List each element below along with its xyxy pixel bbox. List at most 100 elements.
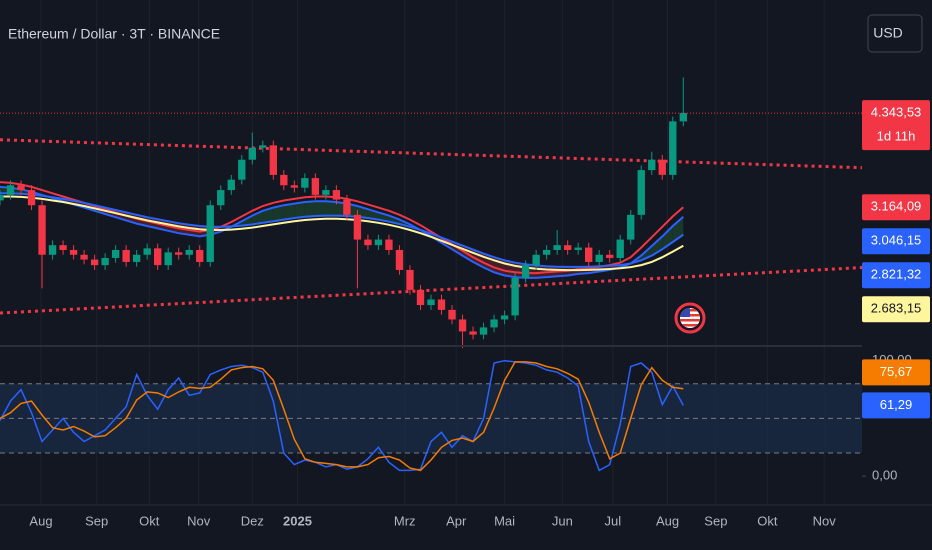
candle-body (563, 245, 572, 250)
candle-body (0, 194, 4, 201)
candle-body (69, 249, 78, 255)
candle-body (585, 247, 593, 262)
ma-badge-label: 2.821,32 (871, 267, 922, 282)
ma-line (0, 195, 684, 272)
x-tick-label: Mrz (394, 513, 416, 528)
candle-body (490, 319, 498, 328)
candle-body (59, 245, 67, 250)
x-tick-label: Sep (704, 513, 727, 528)
currency-button[interactable] (867, 14, 923, 53)
y-tick-label: 0,00 (872, 468, 897, 483)
candle-body (6, 185, 15, 195)
osc-badge-label: 61,29 (880, 397, 913, 412)
ma-badge-label: 3.164,09 (871, 199, 922, 214)
candle-body (280, 174, 288, 186)
oscillator-line (0, 359, 684, 472)
candle-body (238, 159, 246, 180)
candle-body (627, 214, 635, 240)
x-tick-label: 2025 (283, 513, 312, 528)
candle-body (143, 248, 151, 255)
candle-body (164, 252, 172, 266)
candle-body (427, 299, 435, 306)
candle-body (416, 289, 425, 306)
candle-body (395, 249, 404, 270)
candle-body (269, 145, 277, 175)
ma-badge (862, 262, 930, 289)
x-tick-label: Aug (29, 513, 52, 528)
candle-body (217, 190, 225, 206)
candle-body (154, 248, 162, 266)
x-tick-label: Dez (241, 513, 264, 528)
candle-body (374, 239, 383, 246)
x-tick-label: Nov (813, 513, 837, 528)
chart-title: Ethereum / Dollar · 3T · BINANCE (8, 26, 220, 42)
candle-body (448, 309, 456, 320)
candle-body (206, 205, 214, 262)
ribbon-fill (294, 202, 305, 219)
candle-body (196, 249, 204, 262)
ribbon-fill (325, 201, 337, 216)
x-tick-label: Nov (187, 513, 211, 528)
currency-label: USD (873, 25, 903, 41)
candle-body (542, 249, 551, 255)
ma-badge-label: 3.046,15 (871, 233, 922, 248)
ribbon-fill (283, 203, 295, 220)
oscillator-line (0, 361, 684, 472)
ma-line (0, 185, 684, 279)
candle-body (48, 245, 57, 255)
candle-body (479, 327, 488, 335)
candle-body (185, 249, 193, 255)
x-tick-label: Sep (85, 513, 108, 528)
price-badge-label: 4.343,53 (871, 105, 922, 120)
candle-body (322, 190, 330, 195)
ribbon-fill (273, 205, 284, 222)
osc-badge (862, 392, 930, 419)
candle-body (101, 257, 109, 266)
candle-body (80, 254, 88, 260)
flag (680, 308, 700, 328)
candle-body (606, 254, 614, 258)
ribbon-fill (304, 201, 316, 217)
x-tick-label: Aug (656, 513, 679, 528)
ribbon-fill (315, 201, 326, 217)
ma-badge-label: 2.683,15 (871, 301, 922, 316)
candle-body (500, 315, 509, 320)
candle-body (343, 199, 351, 215)
ma-badge (862, 296, 930, 323)
x-tick-label: Okt (139, 513, 160, 528)
candle-body (648, 159, 656, 171)
candle-body (595, 254, 603, 262)
oscillator-pane (0, 359, 862, 472)
x-tick-label: Apr (446, 513, 467, 528)
candle-body (616, 239, 624, 258)
candle-body (458, 319, 467, 332)
countdown-label: 1d 11h (877, 129, 916, 144)
candle-body (553, 245, 561, 250)
ribbon-fill (252, 210, 263, 225)
candle-body (532, 254, 540, 266)
x-tick-label: Okt (757, 513, 778, 528)
candle-body (437, 299, 446, 310)
candle-body (175, 252, 183, 255)
candle-body (521, 265, 530, 278)
ma-badge (862, 228, 930, 255)
candle-body (353, 214, 362, 240)
flag-icon[interactable] (674, 302, 706, 334)
candle-body (27, 190, 36, 206)
candle-body (669, 121, 677, 175)
osc-badge-label: 75,67 (880, 364, 913, 379)
price-badge (862, 100, 930, 151)
candle-body (38, 205, 46, 255)
candle-body (679, 113, 687, 122)
candle-body (111, 249, 120, 258)
ribbon-fill (262, 207, 274, 223)
candle-body (658, 159, 666, 175)
candle-body (301, 178, 309, 188)
candle-body (511, 277, 519, 316)
candle-body (132, 254, 141, 262)
candle-body (332, 190, 341, 200)
candle-body (90, 259, 99, 266)
candle-body (637, 170, 645, 215)
x-tick-label: Mai (494, 513, 515, 528)
